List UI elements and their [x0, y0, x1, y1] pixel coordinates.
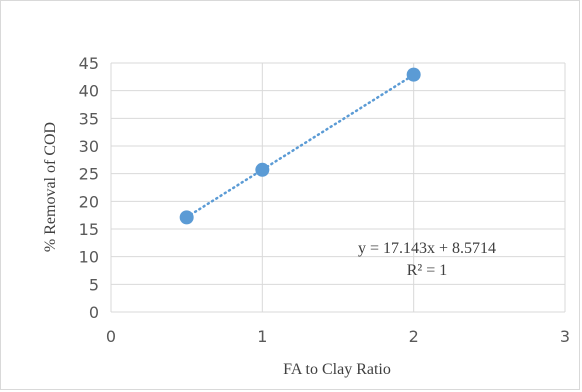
trendline: [185, 73, 415, 219]
x-axis-label: FA to Clay Ratio: [283, 361, 391, 378]
y-tick-label: 35: [79, 109, 99, 128]
tick-labels: 0 5 10 15 20 25 30 35 40 45 0 1 2 3: [79, 54, 570, 346]
y-tick-label: 5: [89, 275, 99, 294]
x-tick-label: 2: [409, 327, 419, 346]
trendline-r-squared: R² = 1: [407, 262, 448, 279]
gridlines: [110, 62, 566, 313]
y-tick-label: 20: [79, 192, 99, 211]
y-tick-label: 15: [79, 220, 99, 239]
y-axis-label: % Removal of COD: [42, 122, 59, 252]
y-tick-label: 40: [79, 82, 99, 101]
y-tick-label: 10: [79, 248, 99, 267]
x-tick-label: 0: [106, 327, 116, 346]
y-tick-label: 30: [79, 137, 99, 156]
data-points: [179, 67, 421, 225]
y-tick-label: 45: [79, 54, 99, 73]
trendline-group: [185, 73, 415, 219]
data-point: [255, 162, 270, 177]
y-tick-label: 25: [79, 165, 99, 184]
y-tick-label: 0: [89, 303, 99, 322]
data-point: [179, 210, 194, 225]
trendline-equation: y = 17.143x + 8.5714: [358, 240, 496, 257]
x-tick-label: 3: [560, 327, 570, 346]
data-point: [406, 67, 421, 82]
x-tick-label: 1: [257, 327, 267, 346]
